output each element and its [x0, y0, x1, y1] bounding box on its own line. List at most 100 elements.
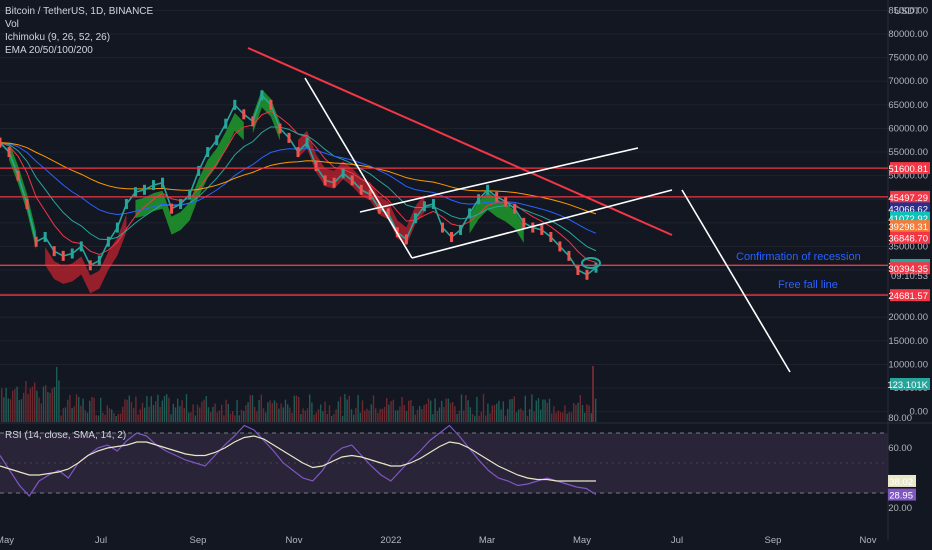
volume-bar — [113, 412, 115, 422]
price-tick-label: 80000.00 — [888, 29, 928, 40]
volume-bar — [421, 408, 423, 422]
volume-bar — [364, 410, 366, 422]
volume-bar — [23, 392, 25, 422]
volume-bar — [577, 402, 579, 422]
volume-bar — [405, 411, 408, 422]
volume-bar — [12, 390, 14, 422]
volume-bar — [331, 415, 333, 422]
volume-bar — [570, 412, 573, 422]
volume-bar — [350, 409, 353, 422]
volume-bar — [190, 412, 192, 422]
volume-bar — [375, 408, 377, 422]
volume-bar — [249, 395, 251, 422]
volume-bar — [511, 399, 513, 422]
volume-bar — [168, 397, 170, 422]
volume-bar — [324, 401, 326, 422]
price-tick-label: 55000.00 — [888, 147, 928, 158]
price-point — [115, 222, 119, 233]
volume-bar — [370, 404, 372, 422]
volume-bar — [232, 411, 234, 422]
volume-bar — [1, 388, 3, 422]
volume-bar — [56, 366, 58, 422]
volume-bar — [45, 385, 47, 422]
price-point — [477, 194, 481, 205]
volume-bar — [573, 403, 575, 422]
volume-bar — [238, 415, 240, 422]
volume-bar — [108, 408, 111, 422]
volume-bar — [196, 404, 199, 422]
price-point — [61, 250, 65, 261]
currency-label: USDT — [894, 6, 920, 17]
volume-bar — [135, 396, 137, 422]
price-tag-label: 39298.31 — [888, 222, 928, 233]
price-point — [504, 196, 508, 207]
rsi-tag-label: 38.02 — [889, 477, 913, 488]
volume-bar — [397, 410, 399, 422]
volume-bar — [258, 400, 260, 422]
volume-bar — [236, 399, 238, 422]
price-point — [314, 161, 318, 172]
volume-bar — [298, 396, 300, 422]
volume-bar — [441, 400, 443, 422]
price-tick-label: 75000.00 — [888, 53, 928, 64]
price-tag — [890, 289, 930, 302]
volume-bar — [192, 404, 194, 422]
legend-ichimoku[interactable]: Ichimoku (9, 26, 52, 26) — [5, 32, 111, 43]
volume-bar — [359, 412, 361, 422]
price-point — [52, 246, 56, 257]
price-point — [152, 180, 156, 191]
volume-bar — [247, 402, 249, 422]
volume-bar — [245, 405, 247, 422]
ema-line — [0, 126, 597, 252]
volume-bar — [216, 412, 218, 422]
volume-bar — [177, 398, 179, 422]
volume-bar — [60, 415, 62, 422]
volume-bar — [278, 408, 280, 422]
volume-bar — [432, 414, 434, 422]
volume-bar — [564, 405, 566, 422]
volume-bar — [509, 399, 511, 422]
volume-bar — [317, 409, 320, 422]
volume-bar — [463, 410, 465, 422]
volume-bar — [7, 398, 9, 422]
symbol-title[interactable]: Bitcoin / TetherUS, 1D, BINANCE — [5, 6, 154, 17]
volume-bar — [38, 397, 40, 422]
price-point — [251, 116, 255, 127]
volume-bar — [529, 409, 531, 422]
volume-bar — [357, 395, 359, 422]
ichimoku-cloud — [45, 213, 127, 294]
volume-bar — [229, 413, 232, 422]
volume-bar — [95, 415, 97, 422]
volume-bar — [137, 414, 139, 422]
volume-bar — [262, 408, 265, 422]
volume-bar — [203, 399, 205, 422]
volume-bar — [170, 414, 172, 422]
volume-bar — [566, 413, 568, 422]
volume-bar — [146, 396, 148, 422]
legend-rsi[interactable]: RSI (14, close, SMA, 14, 2) — [5, 430, 127, 441]
volume-bar — [25, 380, 27, 422]
legend-vol[interactable]: Vol — [5, 19, 19, 30]
volume-bar — [124, 399, 126, 422]
volume-bar — [159, 406, 161, 422]
price-tick-label: 85000.00 — [888, 5, 928, 16]
volume-bar — [590, 413, 592, 422]
volume-bar — [320, 404, 322, 422]
volume-bar — [18, 400, 20, 422]
volume-bar — [42, 386, 45, 422]
volume-bar — [412, 406, 414, 422]
volume-bar — [355, 407, 357, 422]
time-tick-label: Sep — [190, 535, 207, 546]
volume-bar — [493, 405, 496, 422]
annotation-freefall: Free fall line — [778, 279, 838, 291]
volume-bar — [73, 406, 75, 422]
volume-bar — [251, 395, 254, 422]
volume-bar — [476, 396, 478, 422]
rsi-tick-label: 80.00 — [888, 413, 912, 424]
legend-ema[interactable]: EMA 20/50/100/200 — [5, 45, 93, 56]
volume-bar — [144, 407, 146, 422]
volume-bar — [377, 412, 379, 422]
volume-bar — [166, 394, 168, 422]
price-point — [179, 198, 183, 209]
